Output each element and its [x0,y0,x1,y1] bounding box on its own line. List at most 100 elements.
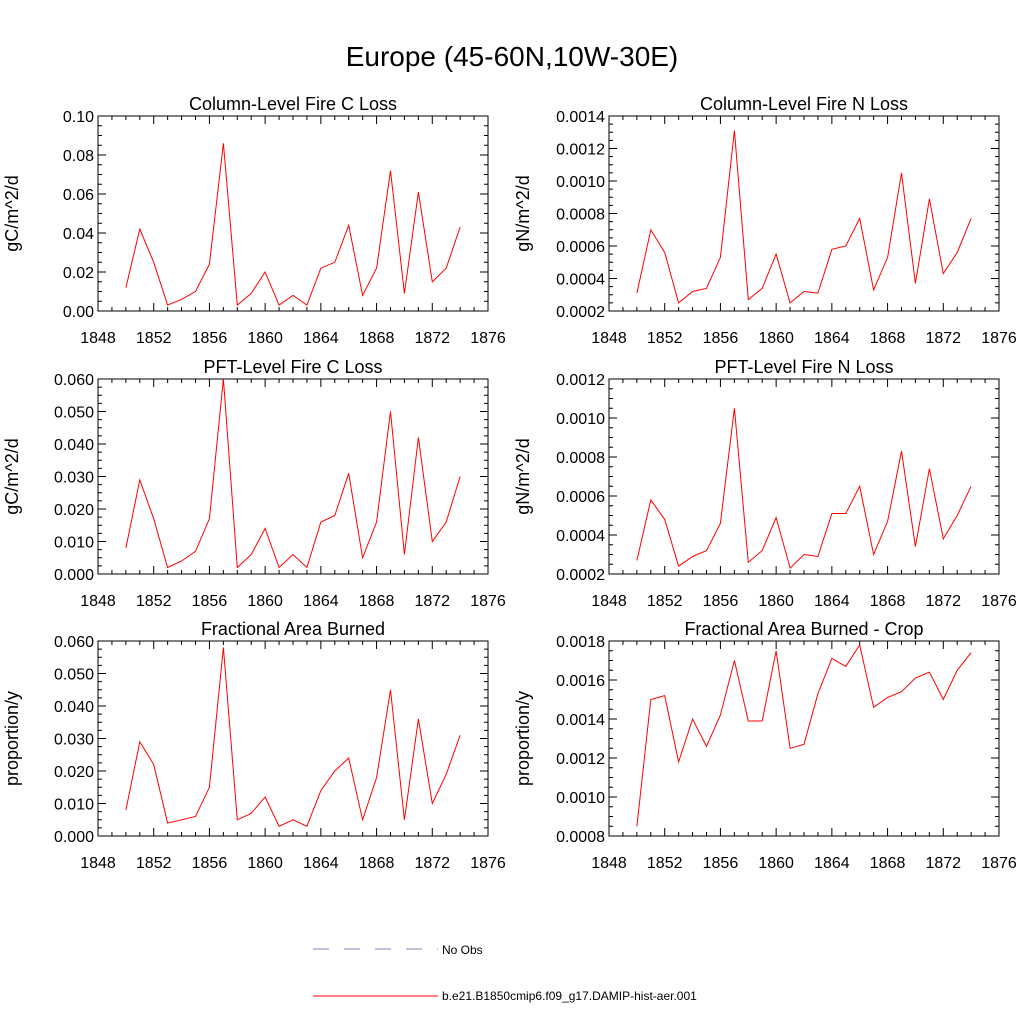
y-tick-label: 0.0006 [556,489,605,506]
x-tick-label: 1852 [647,593,683,610]
series-line [125,143,461,307]
x-tick-label: 1852 [136,593,172,610]
x-tick-label: 1860 [247,330,283,347]
y-tick-label: 0.060 [54,372,94,389]
x-tick-label: 1864 [303,330,339,347]
y-tick-label: 0.0014 [556,109,605,126]
x-tick-label: 1856 [703,855,739,872]
y-tick-label: 0.0012 [556,372,605,389]
y-tick-label: 0.06 [63,187,94,204]
panel-1: Column-Level Fire C Loss gC/m^2/d 1848 1852… [2,94,506,347]
panel-title: PFT-Level Fire N Loss [714,357,893,377]
y-tick-label: 0.08 [63,148,94,165]
series-line [125,647,461,827]
figure-title: Europe (45-60N,10W-30E) [346,41,679,72]
y-tick-label: 0.02 [63,265,94,282]
panel-2: Column-Level Fire N Loss gN/m^2/d 1848 1852… [513,94,1017,347]
panel-title: Column-Level Fire C Loss [189,94,397,114]
x-tick-label: 1848 [80,593,116,610]
y-tick-label: 0.000 [54,567,94,584]
plot-frame [97,640,489,837]
y-tick-label: 0.00 [63,304,94,321]
series-line [636,408,972,570]
plot-frame [608,115,1000,312]
y-tick-label: 0.0016 [556,673,605,690]
y-tick-label: 0.10 [63,109,94,126]
x-tick-label: 1852 [647,855,683,872]
y-tick-label: 0.020 [54,764,94,781]
panel-title: Fractional Area Burned [201,619,385,639]
x-tick-label: 1864 [814,593,850,610]
x-tick-label: 1868 [870,593,906,610]
x-tick-label: 1876 [981,855,1017,872]
y-tick-label: 0.060 [54,634,94,651]
x-tick-label: 1876 [470,855,506,872]
panel-5: Fractional Area Burned proportion/y 1848 18… [2,619,506,872]
y-tick-label: 0.0006 [556,239,605,256]
x-tick-label: 1856 [192,855,228,872]
x-tick-label: 1852 [647,330,683,347]
x-tick-label: 1864 [303,593,339,610]
y-axis-label: proportion/y [2,691,22,786]
x-tick-label: 1860 [758,593,794,610]
x-tick-label: 1856 [192,330,228,347]
x-tick-label: 1856 [192,593,228,610]
legend-model-label: b.e21.B1850cmip6.f09_g17.DAMIP-hist-aer.… [442,989,697,1003]
x-tick-label: 1868 [870,855,906,872]
x-tick-label: 1860 [758,330,794,347]
y-axis-label: gC/m^2/d [2,438,22,514]
x-tick-label: 1852 [136,855,172,872]
x-tick-label: 1848 [591,855,627,872]
y-tick-label: 0.0018 [556,634,605,651]
x-tick-label: 1868 [359,330,395,347]
y-tick-label: 0.0010 [556,790,605,807]
x-tick-label: 1868 [359,593,395,610]
x-tick-label: 1848 [80,855,116,872]
x-tick-label: 1856 [703,330,739,347]
x-tick-label: 1860 [247,593,283,610]
y-tick-label: 0.0008 [556,829,605,846]
x-tick-label: 1864 [303,855,339,872]
y-tick-label: 0.030 [54,470,94,487]
y-tick-label: 0.0004 [556,528,605,545]
y-tick-label: 0.050 [54,405,94,422]
plot-frame [97,115,489,312]
legend: No Obs b.e21.B1850cmip6.f09_g17.DAMIP-hi… [313,943,697,1003]
panel-title: PFT-Level Fire C Loss [203,357,382,377]
x-tick-label: 1860 [758,855,794,872]
panel-3: PFT-Level Fire C Loss gC/m^2/d 1848 1852 185… [2,357,506,610]
panel-title: Column-Level Fire N Loss [700,94,908,114]
x-tick-label: 1876 [981,593,1017,610]
y-tick-label: 0.0012 [556,142,605,159]
panel-title: Fractional Area Burned - Crop [684,619,923,639]
x-tick-label: 1868 [870,330,906,347]
x-tick-label: 1848 [80,330,116,347]
y-tick-label: 0.0014 [556,712,605,729]
y-tick-label: 0.0004 [556,272,605,289]
y-tick-label: 0.0012 [556,751,605,768]
y-tick-label: 0.030 [54,732,94,749]
y-axis-label: proportion/y [513,691,533,786]
x-tick-label: 1872 [414,330,450,347]
series-line [125,378,461,569]
y-axis-label: gN/m^2/d [513,438,533,514]
y-tick-label: 0.050 [54,667,94,684]
x-tick-label: 1876 [981,330,1017,347]
series-line [636,643,972,827]
plot-frame [608,640,1000,837]
y-tick-label: 0.0002 [556,304,605,321]
x-tick-label: 1864 [814,855,850,872]
legend-obs-label: No Obs [442,943,483,957]
plot-frame [97,378,489,575]
x-tick-label: 1856 [703,593,739,610]
x-tick-label: 1872 [925,593,961,610]
x-tick-label: 1848 [591,330,627,347]
x-tick-label: 1848 [591,593,627,610]
y-axis-label: gC/m^2/d [2,175,22,251]
panel-6: Fractional Area Burned - Crop proportion/… [513,619,1017,872]
y-tick-label: 0.0002 [556,567,605,584]
x-tick-label: 1872 [925,855,961,872]
plot-frame [608,378,1000,575]
y-tick-label: 0.010 [54,535,94,552]
